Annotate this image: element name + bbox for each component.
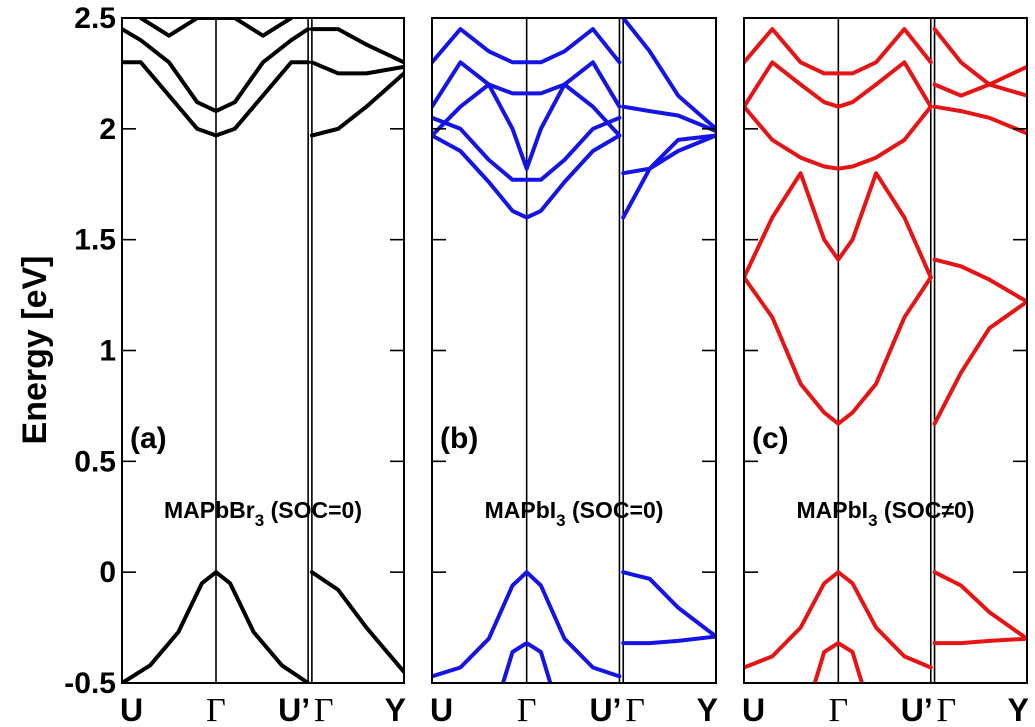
panel-title-main: MAPbBr — [164, 497, 255, 523]
panel-title: MAPbI3 (SOC≠0) — [797, 497, 975, 530]
band-line — [932, 636, 1027, 646]
band-line — [432, 82, 622, 171]
y-tick-label: 1.5 — [74, 224, 116, 257]
band-line — [744, 104, 933, 171]
panel-b: (b)MAPbI3 (SOC=0)U Γ U’ Γ Y — [430, 17, 718, 727]
band-line — [621, 133, 716, 176]
band-line — [309, 71, 404, 138]
bands — [122, 18, 404, 683]
panel-c: (c)MAPbI3 (SOC≠0)U Γ U’ Γ Y — [742, 17, 1029, 727]
panel-title-rest: (SOC=0) — [264, 497, 362, 523]
band-line — [432, 133, 622, 220]
band-line — [309, 60, 404, 76]
band-line — [744, 171, 933, 280]
panel-frame — [743, 17, 1028, 684]
band-line — [621, 570, 716, 639]
band-line — [501, 641, 553, 683]
band-line — [122, 60, 311, 138]
x-tick-label: U — [430, 692, 453, 727]
panel-title-main: MAPbI — [485, 497, 557, 523]
panels: (a)MAPbBr3 (SOC=0)U Γ U’ Γ Y(b)MAPbI3 (SOC=0… — [120, 17, 1029, 727]
band-line — [812, 641, 864, 683]
y-tick-label: 2 — [99, 113, 116, 146]
x-tick-label: U’ — [589, 692, 621, 727]
x-tick-label: Y — [385, 692, 406, 727]
band-line — [932, 299, 1027, 426]
x-tick-label: Γ — [314, 692, 334, 727]
bands — [432, 18, 716, 683]
band-line — [309, 27, 404, 65]
panel-frame — [121, 17, 405, 684]
y-tick-label: -0.5 — [64, 667, 116, 700]
x-tick-label: U — [120, 692, 143, 727]
band-line — [432, 27, 622, 65]
panel-tag: (a) — [130, 422, 167, 455]
x-tick-label: Γ — [517, 692, 537, 727]
band-line — [432, 570, 622, 679]
band-line — [122, 27, 311, 114]
y-tick-label: 2.5 — [74, 2, 116, 35]
band-line — [932, 104, 1027, 136]
band-line — [621, 133, 716, 220]
band-line — [744, 27, 933, 76]
band-line — [621, 104, 716, 133]
band-line — [932, 64, 1027, 98]
x-tick-label: Γ — [829, 692, 849, 727]
y-tick-labels: 2.5 2 1.5 1 0.5 0 -0.5 — [64, 2, 116, 700]
y-axis-label: Energy [eV] — [16, 256, 54, 445]
band-line — [744, 60, 933, 109]
y-tick-label: 0.5 — [74, 445, 116, 478]
band-line — [432, 60, 622, 109]
y-tick-label: 1 — [99, 335, 116, 368]
band-line — [744, 275, 933, 426]
band-line — [432, 115, 622, 182]
panel-tag: (c) — [752, 422, 789, 455]
band-line — [621, 18, 716, 131]
x-tick-label: Y — [1008, 692, 1029, 727]
y-tick-label: 0 — [99, 556, 116, 589]
x-tick-label: Γ — [625, 692, 645, 727]
band-line — [932, 27, 1027, 98]
band-line — [932, 257, 1027, 304]
panel-title-main: MAPbI — [797, 497, 869, 523]
panel-title-rest: (SOC≠0) — [878, 497, 975, 523]
panel-title-subscript: 3 — [868, 511, 877, 530]
band-line — [122, 570, 311, 683]
x-tick-label: U — [742, 692, 765, 727]
x-tick-label: Γ — [206, 692, 226, 727]
panel-tag: (b) — [440, 422, 478, 455]
panel-title: MAPbI3 (SOC=0) — [485, 497, 664, 530]
panel-title-subscript: 3 — [255, 511, 264, 530]
band-line — [932, 570, 1027, 641]
band-line — [744, 570, 933, 670]
x-tick-label: U’ — [278, 692, 310, 727]
panel-title: MAPbBr3 (SOC=0) — [164, 497, 362, 530]
x-tick-label: U’ — [901, 692, 933, 727]
band-line — [309, 570, 404, 674]
x-tick-label: Y — [697, 692, 718, 727]
band-line — [621, 634, 716, 646]
panel-frame — [431, 17, 717, 684]
x-tick-label: Γ — [937, 692, 957, 727]
band-line — [138, 18, 294, 38]
panel-title-subscript: 3 — [556, 511, 565, 530]
panel-a: (a)MAPbBr3 (SOC=0)U Γ U’ Γ Y — [120, 17, 406, 727]
panel-title-rest: (SOC=0) — [566, 497, 664, 523]
bands — [744, 27, 1027, 683]
